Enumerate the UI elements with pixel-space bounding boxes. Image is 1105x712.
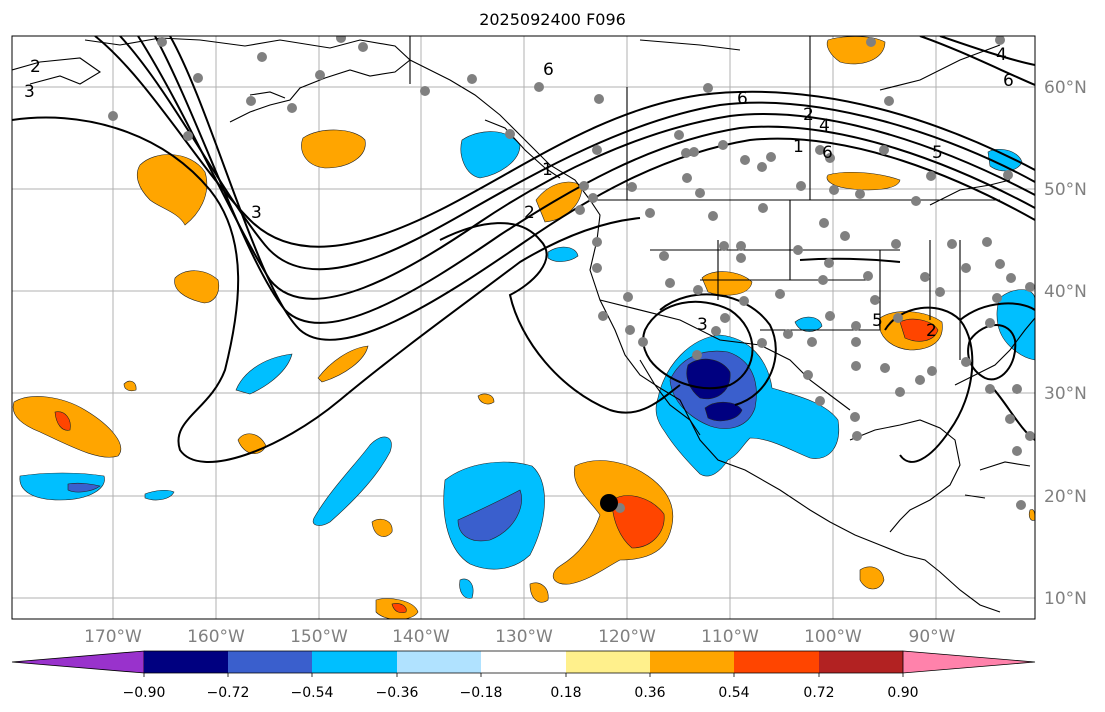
contour-label: 5: [872, 311, 883, 331]
colorbar-tick-label: −0.72: [207, 685, 250, 701]
colorbar-tick-label: −0.36: [376, 685, 419, 701]
colorbar-tick-label: 0.18: [550, 685, 581, 701]
colorbar-tick-label: −0.54: [291, 685, 334, 701]
contour-label: 3: [24, 82, 35, 102]
lon-label: 160°W: [187, 627, 245, 647]
contour-label: 4: [819, 116, 830, 136]
coastlines: [12, 36, 1035, 613]
height-contours: [12, 36, 1035, 463]
colorbar-tick-label: 0.72: [803, 685, 834, 701]
lat-label: 60°N: [1044, 78, 1087, 98]
latitude-labels: 60°N 50°N 40°N 30°N 20°N 10°N: [1044, 78, 1087, 609]
lon-label: 100°W: [804, 627, 862, 647]
colorbar-segment: [397, 651, 481, 673]
contour-label: 3: [251, 203, 262, 223]
colorbar-segment: [566, 651, 650, 673]
map-frame: [11, 35, 1036, 620]
colorbar-tick-label: −0.18: [460, 685, 503, 701]
lat-label: 30°N: [1044, 384, 1087, 404]
lon-label: 110°W: [701, 627, 759, 647]
colorbar-tick-labels: −0.90 −0.72 −0.54 −0.36 −0.18 0.18 0.36 …: [123, 685, 919, 701]
colorbar-segment: [819, 651, 903, 673]
lon-label: 120°W: [598, 627, 656, 647]
lon-label: 130°W: [495, 627, 553, 647]
figure-title: 2025092400 F096: [479, 10, 626, 29]
anomaly-fill: [12, 36, 1035, 619]
contour-label: 4: [996, 45, 1007, 65]
lat-label: 20°N: [1044, 487, 1087, 507]
contour-label: 2: [803, 105, 814, 125]
station-markers: [108, 36, 1035, 513]
contour-label: 2: [524, 203, 535, 223]
colorbar-segment: [144, 651, 228, 673]
storm-center-marker: [600, 494, 618, 512]
contour-label: 3: [697, 315, 708, 335]
lat-label: 40°N: [1044, 282, 1087, 302]
lon-label: 140°W: [392, 627, 450, 647]
colorbar-tick-label: −0.90: [123, 685, 166, 701]
colorbar-extend-max: [902, 650, 1036, 674]
contour-labels: 2 3 6 6 2 4 1 6 5 3 1 4 6 3 2 2 5: [24, 45, 1014, 341]
colorbar-segment: [228, 651, 312, 673]
lat-label: 50°N: [1044, 180, 1087, 200]
contour-label: 1: [542, 160, 553, 180]
contour-label: 6: [1003, 71, 1014, 91]
colorbar-segment: [650, 651, 734, 673]
contour-label: 2: [30, 57, 41, 77]
lon-label: 170°W: [84, 627, 142, 647]
lat-label: 10°N: [1044, 589, 1087, 609]
contour-label: 2: [926, 321, 937, 341]
colorbar-outline: [144, 650, 903, 674]
colorbar-tick-label: 0.36: [634, 685, 665, 701]
colorbar-tick-label: 0.54: [718, 685, 749, 701]
colorbar-segment: [734, 651, 819, 673]
contour-label: 6: [543, 60, 554, 80]
colorbar: [11, 650, 1036, 677]
colorbar-segment: [312, 651, 397, 673]
colorbar-tick-label: 0.90: [887, 685, 918, 701]
contour-label: 6: [737, 89, 748, 109]
contour-label: 6: [822, 143, 833, 163]
colorbar-segment: [481, 651, 566, 673]
contour-label: 1: [793, 137, 804, 157]
longitude-labels: 170°W 160°W 150°W 140°W 130°W 120°W 110°…: [84, 627, 956, 647]
map-area: 2 3 6 6 2 4 1 6 5 3 1 4 6 3 2 2 5: [12, 36, 1035, 619]
colorbar-extend-min: [11, 650, 145, 674]
lon-label: 150°W: [290, 627, 348, 647]
lon-label: 90°W: [909, 627, 956, 647]
contour-label: 5: [932, 143, 943, 163]
